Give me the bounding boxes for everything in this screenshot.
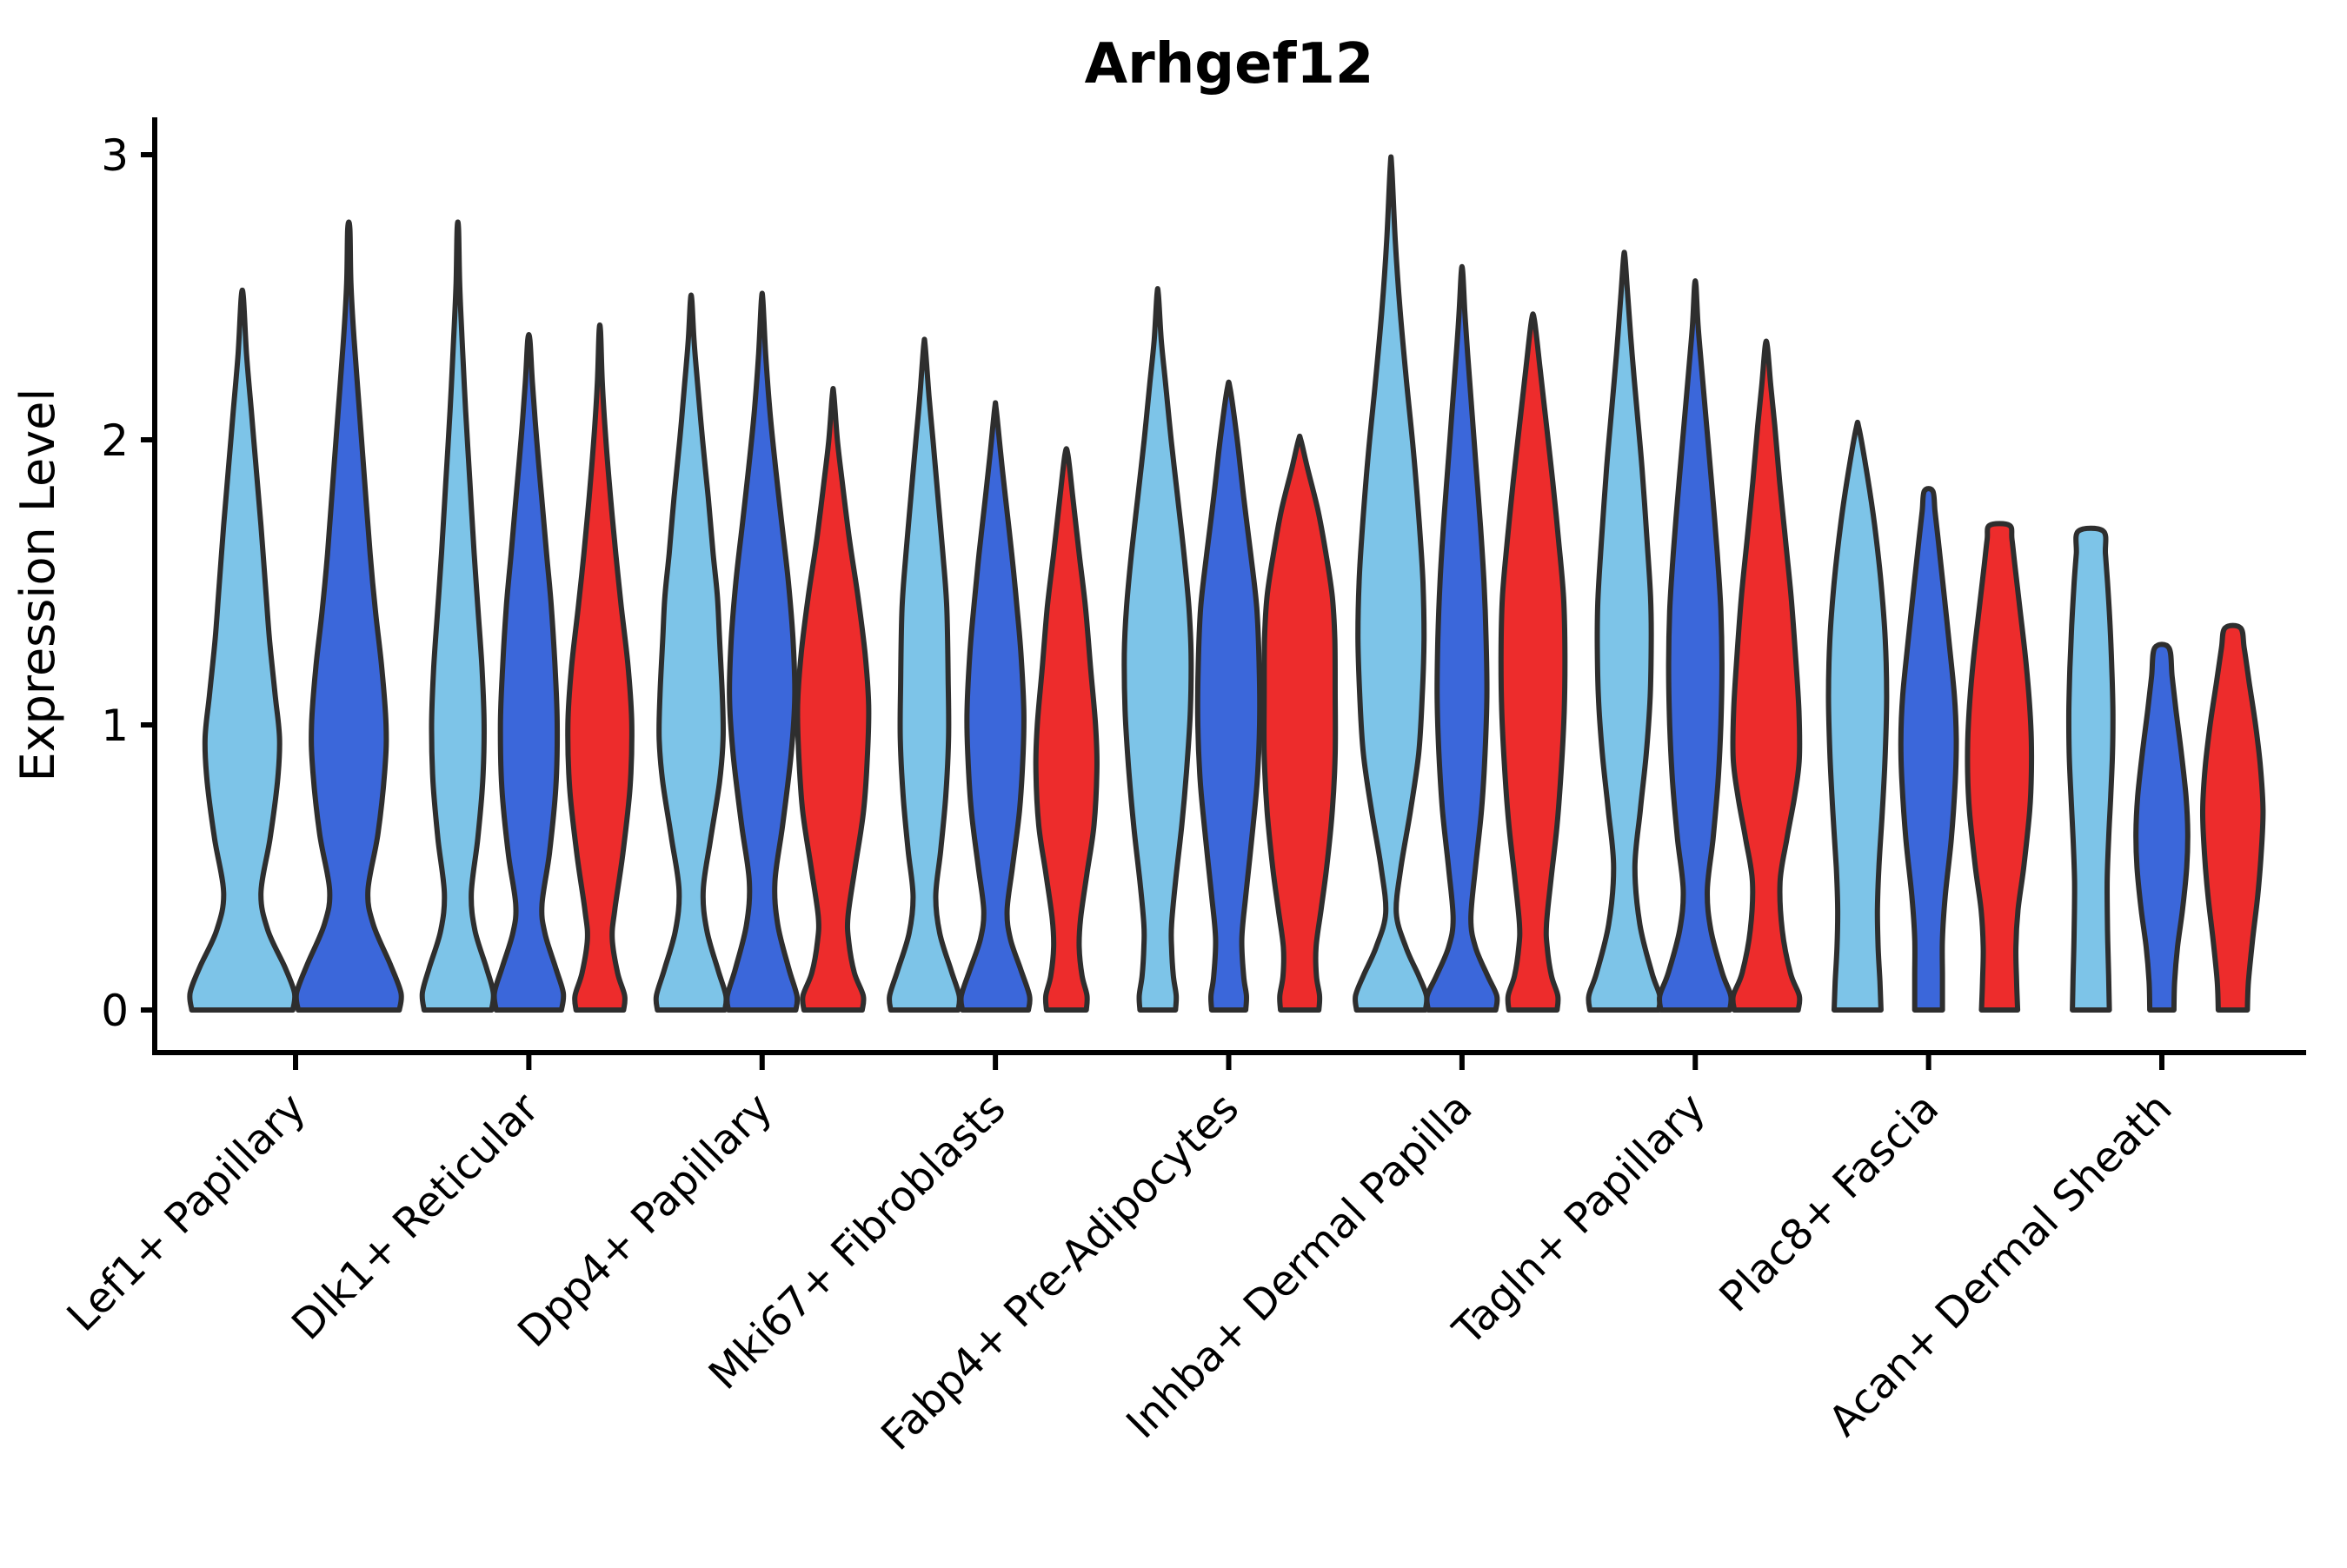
- chart-title: Arhgef12: [1085, 32, 1374, 96]
- y-tick-label-0: 0: [101, 986, 129, 1036]
- violin-cat4-series2: [1261, 433, 1339, 1013]
- violin-cat4-series1: [1194, 379, 1263, 1013]
- violin-cat7-series0: [1825, 419, 1890, 1013]
- violin-cat8-series0: [2065, 525, 2116, 1013]
- y-axis-label: Expression Level: [10, 389, 65, 782]
- violin-cat5-series1: [1424, 263, 1500, 1013]
- violin-cat1-series2: [565, 322, 635, 1013]
- violin-cat2-series0: [653, 292, 729, 1013]
- x-tick-label-0: Lef1+ Papillary: [58, 1084, 316, 1341]
- violin-cat6-series1: [1656, 278, 1734, 1013]
- violin-cat4-series0: [1121, 286, 1194, 1013]
- y-tick-label-3: 3: [101, 130, 129, 181]
- violin-cat8-series2: [2199, 622, 2266, 1013]
- y-tick-label-1: 1: [101, 701, 129, 751]
- violin-cat1-series1: [491, 332, 567, 1013]
- violin-cat0-series1: [293, 219, 404, 1013]
- violin-cat2-series2: [795, 385, 872, 1013]
- x-tick-label-1: Dlk1+ Reticular: [283, 1084, 549, 1350]
- violins-layer: [187, 154, 2266, 1013]
- violin-cat2-series1: [724, 290, 801, 1013]
- y-tick-label-2: 2: [101, 415, 129, 466]
- violin-cat1-series0: [419, 219, 496, 1013]
- violin-cat7-series2: [1965, 521, 2035, 1013]
- violin-cat7-series1: [1898, 486, 1959, 1013]
- violin-cat5-series0: [1353, 154, 1430, 1013]
- violin-cat6-series0: [1586, 249, 1663, 1013]
- violin-cat3-series1: [958, 400, 1033, 1013]
- violin-cat0-series0: [187, 287, 298, 1013]
- violin-cat3-series2: [1033, 446, 1100, 1013]
- violin-cat6-series2: [1730, 338, 1803, 1013]
- violin-cat3-series0: [887, 336, 962, 1013]
- violin-cat8-series1: [2133, 641, 2191, 1013]
- x-tick-label-2: Dpp4+ Papillary: [509, 1084, 781, 1357]
- violin-cat5-series2: [1498, 311, 1568, 1013]
- x-tick-label-7: Plac8+ Fascia: [1711, 1084, 1949, 1322]
- x-tick-label-6: Tagln+ Papillary: [1443, 1084, 1714, 1355]
